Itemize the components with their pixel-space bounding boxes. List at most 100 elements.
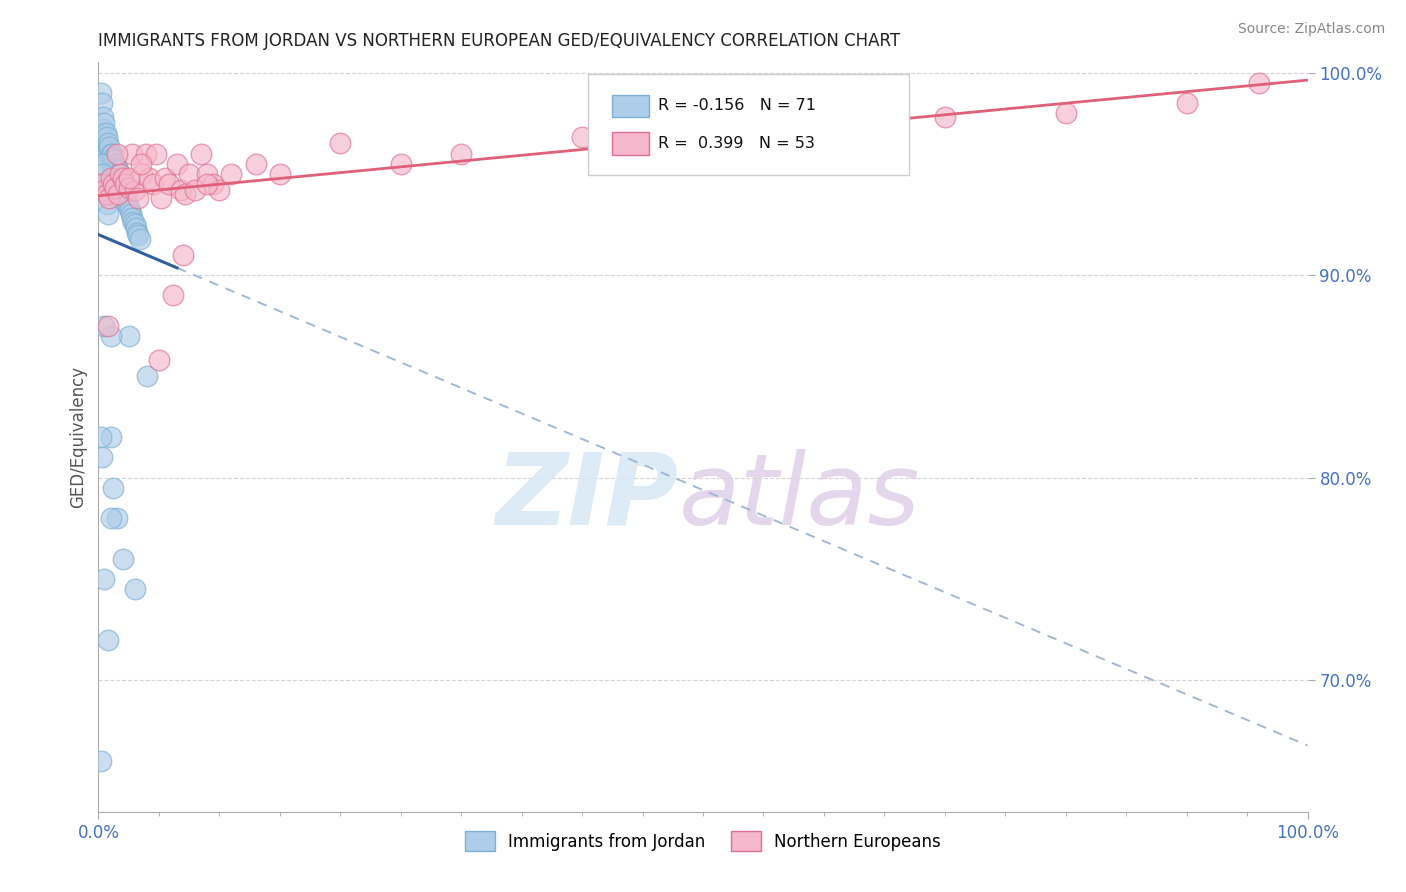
Point — [202, 177, 225, 191]
Point — [131, 167, 153, 181]
Point — [127, 227, 149, 242]
Point — [98, 191, 121, 205]
Point — [135, 146, 157, 161]
Point — [571, 130, 593, 145]
Point — [112, 187, 135, 202]
Point — [114, 191, 136, 205]
Point — [91, 157, 114, 171]
Text: atlas: atlas — [679, 449, 921, 546]
Point — [100, 157, 122, 171]
Point — [91, 110, 114, 124]
Point — [1175, 95, 1198, 110]
Point — [100, 146, 122, 161]
Point — [104, 157, 127, 171]
Point — [184, 183, 207, 197]
Point — [107, 162, 129, 177]
Point — [103, 153, 125, 167]
FancyBboxPatch shape — [588, 74, 908, 175]
Point — [93, 183, 115, 197]
Point — [145, 146, 167, 161]
Point — [93, 318, 115, 333]
Point — [103, 162, 125, 177]
Point — [208, 183, 231, 197]
Point — [107, 187, 129, 202]
Point — [105, 511, 128, 525]
Point — [94, 136, 117, 151]
Point — [97, 318, 120, 333]
Point — [93, 116, 115, 130]
Point — [127, 226, 149, 240]
Text: R =  0.399   N = 53: R = 0.399 N = 53 — [658, 136, 815, 151]
Point — [120, 207, 142, 221]
Point — [179, 167, 201, 181]
Point — [118, 170, 141, 185]
Point — [1054, 106, 1077, 120]
Point — [166, 157, 188, 171]
Point — [138, 170, 160, 185]
Point — [114, 177, 136, 191]
Point — [91, 450, 114, 465]
Point — [389, 157, 412, 171]
Point — [118, 203, 141, 218]
Point — [190, 146, 212, 161]
Point — [269, 167, 291, 181]
Point — [105, 170, 128, 185]
Point — [111, 170, 134, 185]
Y-axis label: GED/Equivalency: GED/Equivalency — [69, 366, 87, 508]
Point — [94, 187, 117, 202]
Point — [195, 167, 218, 181]
Point — [100, 146, 122, 161]
Point — [124, 183, 146, 197]
Legend: Immigrants from Jordan, Northern Europeans: Immigrants from Jordan, Northern Europea… — [458, 825, 948, 857]
Point — [100, 430, 122, 444]
Point — [91, 177, 114, 191]
Point — [1249, 76, 1271, 90]
Text: IMMIGRANTS FROM JORDAN VS NORTHERN EUROPEAN GED/EQUIVALENCY CORRELATION CHART: IMMIGRANTS FROM JORDAN VS NORTHERN EUROP… — [98, 32, 901, 50]
Point — [96, 187, 118, 202]
Point — [245, 157, 267, 171]
Point — [329, 136, 352, 151]
Point — [108, 181, 131, 195]
Point — [97, 146, 120, 161]
Point — [125, 221, 148, 235]
Point — [108, 167, 131, 181]
Point — [195, 177, 218, 191]
Point — [97, 632, 120, 647]
Point — [105, 161, 128, 175]
Point — [153, 170, 176, 185]
FancyBboxPatch shape — [613, 132, 648, 154]
Point — [124, 582, 146, 596]
Point — [450, 146, 472, 161]
Point — [100, 328, 122, 343]
Point — [96, 130, 118, 145]
Point — [101, 481, 124, 495]
Point — [174, 187, 197, 202]
Point — [124, 218, 146, 232]
Point — [118, 181, 141, 195]
Point — [108, 177, 131, 191]
Point — [150, 191, 173, 205]
Point — [117, 197, 139, 211]
Point — [90, 86, 112, 100]
Point — [118, 328, 141, 343]
Point — [96, 143, 118, 157]
Point — [111, 551, 134, 566]
Point — [93, 177, 115, 191]
FancyBboxPatch shape — [613, 95, 648, 117]
Text: R = -0.156   N = 71: R = -0.156 N = 71 — [658, 98, 817, 113]
Point — [98, 140, 121, 154]
Point — [100, 170, 122, 185]
Point — [692, 122, 714, 136]
Point — [157, 177, 180, 191]
Point — [100, 511, 122, 525]
Point — [100, 157, 122, 171]
Point — [91, 95, 114, 110]
Point — [122, 215, 145, 229]
Point — [91, 167, 114, 181]
Point — [127, 191, 149, 205]
Point — [108, 167, 131, 181]
Point — [813, 116, 835, 130]
Point — [118, 201, 141, 215]
Point — [110, 173, 132, 187]
Point — [129, 157, 152, 171]
